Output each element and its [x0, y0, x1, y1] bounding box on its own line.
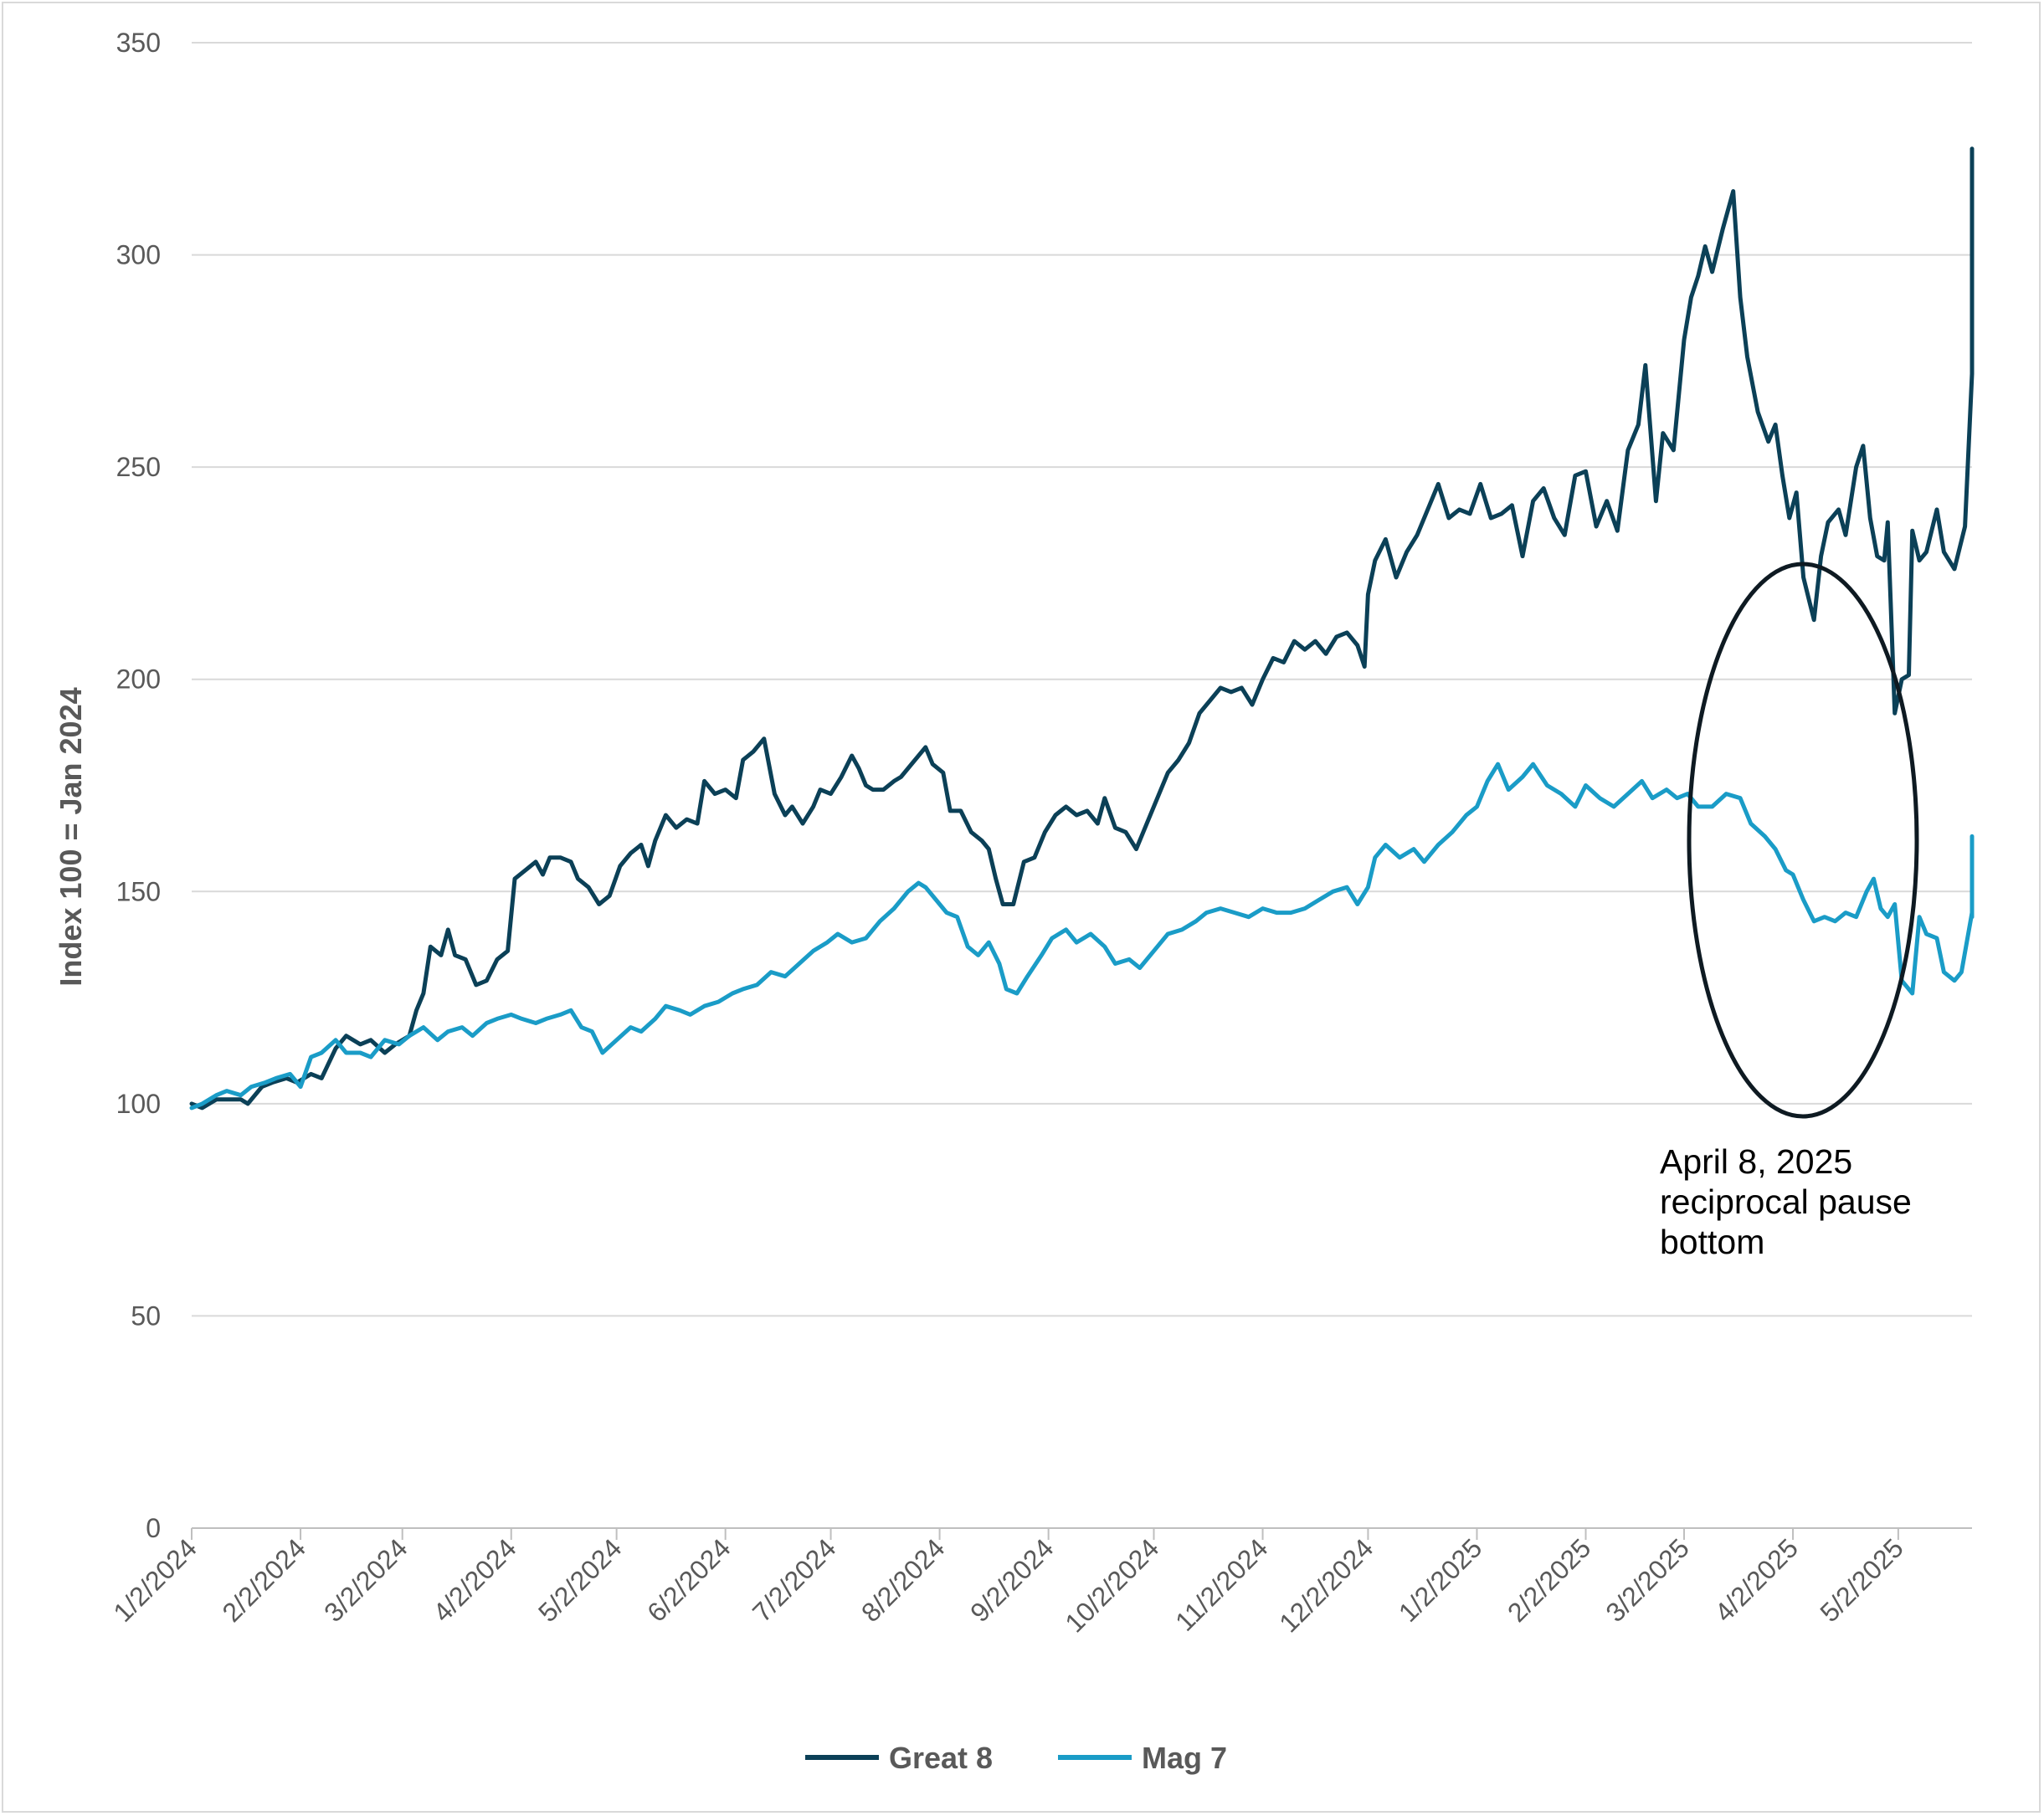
- x-tick-label: 7/2/2024: [747, 1532, 842, 1628]
- annotation-ellipse: [1687, 562, 1919, 1119]
- series-line-mag-7: [189, 762, 1975, 1111]
- x-tick-label: 9/2/2024: [964, 1532, 1060, 1628]
- annotation-text-line: reciprocal pause: [1660, 1182, 1912, 1221]
- x-axis: 1/2/2024 2/2/2024 3/2/2024 4/2/2024 5/2/2024…: [107, 1527, 1972, 1639]
- x-tick-label: 3/2/2024: [318, 1532, 413, 1628]
- series-line-great-8: [189, 146, 1975, 1111]
- x-tick-label: 8/2/2024: [855, 1532, 951, 1628]
- gridlines: [192, 42, 1972, 1317]
- y-tick-label: 50: [131, 1300, 161, 1331]
- y-axis: 0 50 100 150 200 250 300 350: [116, 28, 161, 1543]
- legend-label: Great 8: [889, 1741, 993, 1775]
- x-tick-label: 2/2/2025: [1502, 1532, 1597, 1628]
- y-tick-label: 200: [116, 664, 161, 695]
- x-tick-label: 12/2/2024: [1273, 1532, 1379, 1638]
- y-tick-label: 150: [116, 876, 161, 906]
- x-tick-label: 11/2/2024: [1169, 1532, 1273, 1636]
- y-tick-label: 250: [116, 452, 161, 482]
- y-tick-label: 300: [116, 240, 161, 270]
- x-tick-label: 6/2/2024: [641, 1532, 737, 1628]
- x-tick-label: 4/2/2024: [427, 1532, 522, 1628]
- y-tick-label: 350: [116, 28, 161, 58]
- series-lines: [189, 146, 1975, 1111]
- legend: Great 8 Mag 7: [805, 1741, 1227, 1775]
- y-axis-label: Index 100 = Jan 2024: [54, 687, 88, 986]
- annotation-text-line: April 8, 2025: [1660, 1142, 1852, 1181]
- x-tick-label: 5/2/2025: [1814, 1532, 1909, 1628]
- x-tick-label: 2/2/2024: [216, 1532, 311, 1628]
- legend-label: Mag 7: [1142, 1741, 1227, 1775]
- x-tick-label: 5/2/2024: [532, 1532, 628, 1628]
- y-tick-label: 100: [116, 1089, 161, 1119]
- y-tick-label: 0: [146, 1513, 161, 1543]
- x-tick-label: 4/2/2025: [1708, 1532, 1804, 1628]
- x-tick-label: 1/2/2024: [107, 1532, 203, 1628]
- x-tick-label: 10/2/2024: [1059, 1532, 1164, 1638]
- annotation-text-line: bottom: [1660, 1223, 1764, 1261]
- x-tick-label: 1/2/2025: [1393, 1532, 1488, 1628]
- x-tick-label: 3/2/2025: [1600, 1532, 1695, 1628]
